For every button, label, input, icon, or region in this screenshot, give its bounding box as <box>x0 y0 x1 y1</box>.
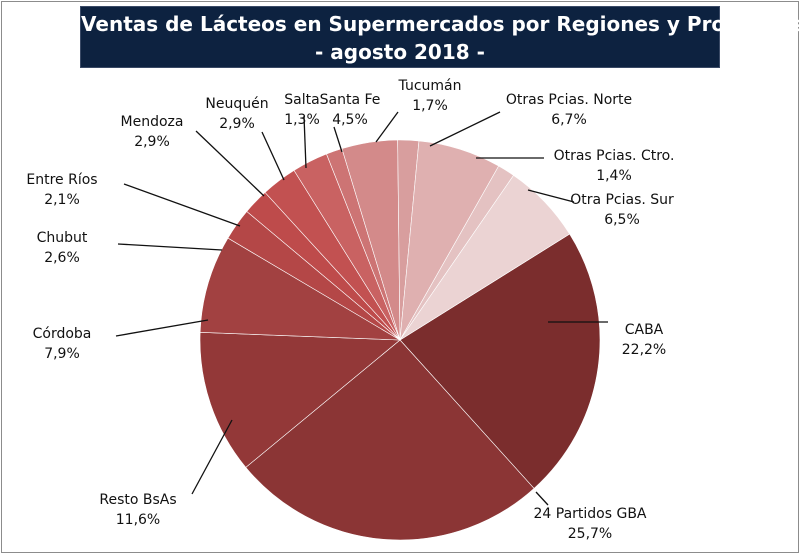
slice-label-neuqu-n: Neuquén <box>205 96 268 112</box>
slice-label-santa-fe: Santa Fe <box>320 92 381 108</box>
slice-label-mendoza: Mendoza <box>121 114 184 130</box>
slice-label-24-partidos-gba: 24 Partidos GBA <box>533 506 646 522</box>
slice-value-resto-bsas: 11,6% <box>116 512 160 528</box>
leader-line <box>123 183 241 227</box>
pie-slice-resto-bsas <box>199 332 401 468</box>
slice-label-caba: CABA <box>625 322 664 338</box>
slice-label-chubut: Chubut <box>37 230 88 246</box>
leader-line <box>535 491 549 506</box>
slice-label-otras-pcias-norte: Otras Pcias. Norte <box>506 92 632 108</box>
slice-label-otra-pcias-sur: Otra Pcias. Sur <box>570 192 674 208</box>
slice-value-caba: 22,2% <box>622 342 666 358</box>
slice-label-tucum-n: Tucumán <box>398 78 462 94</box>
leader-line <box>303 115 307 169</box>
slice-value-chubut: 2,6% <box>44 250 80 266</box>
slice-value-24-partidos-gba: 25,7% <box>568 526 612 542</box>
slice-value-mendoza: 2,9% <box>134 134 170 150</box>
slice-value-neuqu-n: 2,9% <box>219 116 255 132</box>
chart-title-line-1: Ventas de Lácteos en Supermercados por R… <box>81 12 800 36</box>
pie-slice-c-rdoba <box>199 237 401 341</box>
leader-line <box>115 319 209 337</box>
slice-label-resto-bsas: Resto BsAs <box>99 492 176 508</box>
slice-label-salta: Salta <box>284 92 319 108</box>
slice-value-entre-r-os: 2,1% <box>44 192 80 208</box>
leader-line <box>261 131 285 181</box>
slice-value-otras-pcias-norte: 6,7% <box>551 112 587 128</box>
slice-label-entre-r-os: Entre Ríos <box>26 172 97 188</box>
leader-line <box>429 111 501 147</box>
slice-value-c-rdoba: 7,9% <box>44 346 80 362</box>
slice-label-c-rdoba: Córdoba <box>33 326 92 342</box>
pie-slice-caba <box>399 233 601 489</box>
leader-line <box>527 189 575 203</box>
chart-title: Ventas de Lácteos en Supermercados por R… <box>80 6 800 68</box>
slice-value-tucum-n: 1,7% <box>412 98 448 114</box>
slice-label-otras-pcias-ctro-: Otras Pcias. Ctro. <box>554 148 675 164</box>
leader-line <box>117 243 223 251</box>
leader-line <box>375 111 399 143</box>
pie-slice-otra-pcias-sur <box>399 174 571 341</box>
leader-line <box>191 419 233 495</box>
pie-slice-24-partidos-gba <box>245 339 535 541</box>
leader-line <box>195 130 265 197</box>
slice-value-salta: 1,3% <box>284 112 320 128</box>
slice-value-otras-pcias-ctro-: 1,4% <box>596 168 632 184</box>
chart-title-line-2: - agosto 2018 - <box>315 40 485 64</box>
leader-line <box>333 126 343 153</box>
slice-value-santa-fe: 4,5% <box>332 112 368 128</box>
slice-value-otra-pcias-sur: 6,5% <box>604 212 640 228</box>
